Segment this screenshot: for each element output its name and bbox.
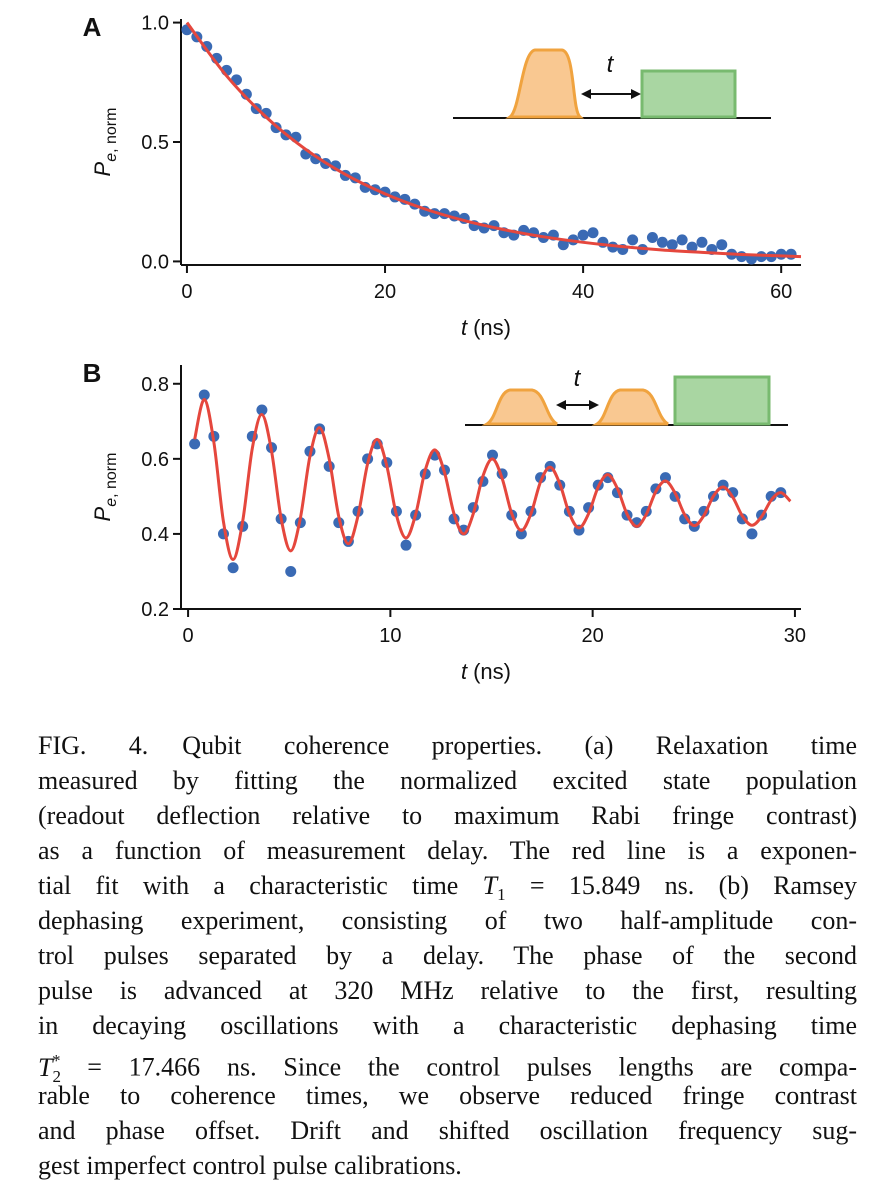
math-superscript: * <box>51 1051 61 1070</box>
y-axis-label: Pe, norm <box>90 453 120 522</box>
caption-line: and phase offset. Drift and shifted osci… <box>38 1116 857 1145</box>
delay-label: t <box>607 51 615 78</box>
y-tick-label: 0.4 <box>141 524 169 546</box>
panel-label: A <box>83 12 102 42</box>
caption-text: = 15.849 ns. (b) Ramsey <box>505 871 857 900</box>
x-label-var: t <box>461 659 468 684</box>
data-point <box>659 472 671 484</box>
caption-line: rable to coherence times, we observe red… <box>38 1081 857 1110</box>
y-tick-label: 0.5 <box>141 132 169 154</box>
caption: FIG. 4. Qubit coherence properties. (a) R… <box>38 728 857 1183</box>
data-point <box>256 404 268 416</box>
data-point <box>646 232 658 244</box>
caption-line: measured by fitting the normalized excit… <box>38 766 857 795</box>
y-tick-label: 0.2 <box>141 599 169 621</box>
y-label-sub: , norm <box>103 453 120 498</box>
x-axis-label: t (ns) <box>461 315 511 340</box>
figure-label: FIG. 4. <box>38 731 149 760</box>
data-point <box>487 449 499 461</box>
pulse-inset: t <box>453 48 771 119</box>
fit-line <box>193 398 792 561</box>
caption-line: gest imperfect control pulse calibration… <box>38 1151 462 1180</box>
x-tick-label: 10 <box>379 625 401 647</box>
data-point <box>285 565 297 577</box>
panel-label: B <box>83 358 102 388</box>
math: T1 <box>482 871 506 904</box>
x-tick-label: 0 <box>183 625 194 647</box>
y-tick-label: 1.0 <box>141 13 169 35</box>
pulse <box>505 48 584 119</box>
caption-line: dephasing experiment, consisting of two … <box>38 906 857 935</box>
caption-line: pulse is advanced at 320 MHz relative to… <box>38 976 857 1005</box>
x-label-unit: (ns) <box>473 315 511 340</box>
math-symbol: T <box>38 1052 53 1082</box>
caption-line: FIG. 4. Qubit coherence properties. (a) R… <box>38 728 857 763</box>
x-label-var: t <box>461 315 468 340</box>
data-point <box>716 239 728 251</box>
delay-label: t <box>574 365 582 392</box>
caption-line: tial fit with a characteristic time T1 =… <box>38 868 857 904</box>
pulse <box>591 388 669 426</box>
y-label-sub: e <box>103 153 120 162</box>
y-tick-label: 0.6 <box>141 449 169 471</box>
readout-pulse <box>640 69 737 119</box>
y-tick-label: 0.8 <box>141 374 169 396</box>
y-axis-label: Pe, norm <box>90 108 120 177</box>
y-label-sub: e <box>103 498 120 507</box>
y-tick-label: 0.0 <box>141 251 169 273</box>
x-label-unit: (ns) <box>473 659 511 684</box>
data-point <box>666 239 678 251</box>
y-label-sub: , norm <box>103 108 120 153</box>
data-point <box>587 227 599 239</box>
math: T2* <box>38 1051 61 1086</box>
data-point <box>227 562 239 574</box>
caption-line: in decaying oscillations with a characte… <box>38 1011 857 1040</box>
x-tick-label: 60 <box>770 281 792 303</box>
data-point <box>785 248 797 260</box>
x-tick-label: 20 <box>374 281 396 303</box>
data-point <box>656 236 668 248</box>
caption-line: (readout deflection relative to maximum … <box>38 801 857 830</box>
x-tick-label: 40 <box>572 281 594 303</box>
data-point <box>557 239 569 251</box>
data-point <box>198 389 210 401</box>
x-tick-label: 30 <box>784 625 806 647</box>
caption-text: Qubit coherence properties. (a) Relaxati… <box>182 731 857 760</box>
data-point <box>577 229 589 241</box>
pulse <box>481 388 558 426</box>
data-point <box>400 539 412 551</box>
math-symbol: T <box>482 871 498 900</box>
y-label-var: P <box>90 161 115 176</box>
x-axis-label: t (ns) <box>461 659 511 684</box>
data-point <box>686 241 698 253</box>
pulse-inset: t <box>465 365 788 426</box>
data-point <box>515 528 527 540</box>
data-point <box>746 528 758 540</box>
caption-line: trol pulses separated by a delay. The ph… <box>38 941 857 970</box>
data-point <box>676 234 688 246</box>
readout-pulse <box>673 375 771 426</box>
caption-line: as a function of measurement delay. The … <box>38 836 857 865</box>
x-tick-label: 0 <box>181 281 192 303</box>
math-subscript: 1 <box>497 885 506 905</box>
math-subscript: 2 <box>52 1066 61 1086</box>
y-label-var: P <box>90 506 115 521</box>
data-point <box>775 248 787 260</box>
caption-text: tial fit with a characteristic time <box>38 871 483 900</box>
fit-line <box>185 21 802 259</box>
data-point <box>189 438 201 450</box>
data-point <box>627 234 639 246</box>
data-point <box>696 236 708 248</box>
caption-line: T2* = 17.466 ns. Since the control pulse… <box>38 1043 857 1086</box>
caption-text: = 17.466 ns. Since the control pulses le… <box>60 1052 857 1082</box>
x-tick-label: 20 <box>582 625 604 647</box>
